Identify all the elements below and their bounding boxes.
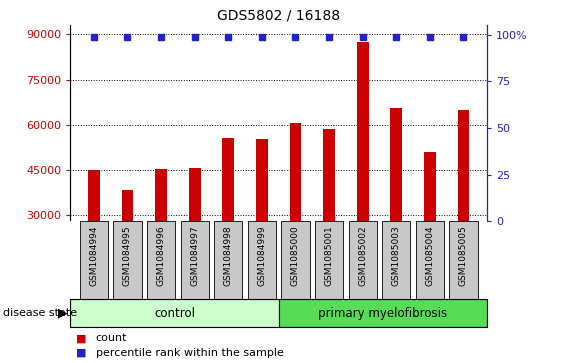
FancyBboxPatch shape [70,299,279,327]
Text: disease state: disease state [3,308,77,318]
Point [426,34,435,40]
Text: ■: ■ [76,333,87,343]
FancyBboxPatch shape [415,221,444,299]
Point [358,34,367,40]
Text: GSM1085005: GSM1085005 [459,225,468,286]
Bar [424,152,436,306]
FancyBboxPatch shape [147,221,175,299]
Text: GSM1085000: GSM1085000 [291,225,300,286]
Text: GSM1084994: GSM1084994 [90,225,99,286]
Text: GSM1084997: GSM1084997 [190,225,199,286]
Point [325,34,334,40]
FancyBboxPatch shape [80,221,108,299]
Point [157,34,166,40]
Text: GSM1085001: GSM1085001 [325,225,334,286]
Bar [88,170,100,306]
Text: GSM1084995: GSM1084995 [123,225,132,286]
FancyBboxPatch shape [279,299,487,327]
Bar [458,110,470,306]
FancyBboxPatch shape [113,221,142,299]
Text: ▶: ▶ [58,307,68,319]
Bar [155,169,167,306]
Text: GSM1085003: GSM1085003 [392,225,401,286]
Point [291,34,300,40]
Point [90,34,99,40]
Bar [390,108,402,306]
Point [392,34,401,40]
Bar [222,139,234,306]
Point [224,34,233,40]
FancyBboxPatch shape [214,221,243,299]
Point [459,34,468,40]
Bar [189,168,200,306]
Text: count: count [96,333,127,343]
FancyBboxPatch shape [449,221,477,299]
Bar [122,190,133,306]
FancyBboxPatch shape [315,221,343,299]
Text: control: control [154,307,195,319]
Bar [323,130,335,306]
Text: GSM1084998: GSM1084998 [224,225,233,286]
Text: GSM1084996: GSM1084996 [157,225,166,286]
Text: GSM1084999: GSM1084999 [257,225,266,286]
FancyBboxPatch shape [382,221,410,299]
Point [257,34,266,40]
FancyBboxPatch shape [248,221,276,299]
Text: GSM1085002: GSM1085002 [358,225,367,286]
Text: ■: ■ [76,348,87,358]
Bar [357,42,369,306]
Bar [256,139,268,306]
Point [190,34,199,40]
Text: primary myelofibrosis: primary myelofibrosis [318,307,448,319]
FancyBboxPatch shape [282,221,310,299]
Text: GSM1085004: GSM1085004 [426,225,435,286]
Title: GDS5802 / 16188: GDS5802 / 16188 [217,9,340,23]
FancyBboxPatch shape [348,221,377,299]
Point [123,34,132,40]
FancyBboxPatch shape [181,221,209,299]
Text: percentile rank within the sample: percentile rank within the sample [96,348,284,358]
Bar [289,123,301,306]
